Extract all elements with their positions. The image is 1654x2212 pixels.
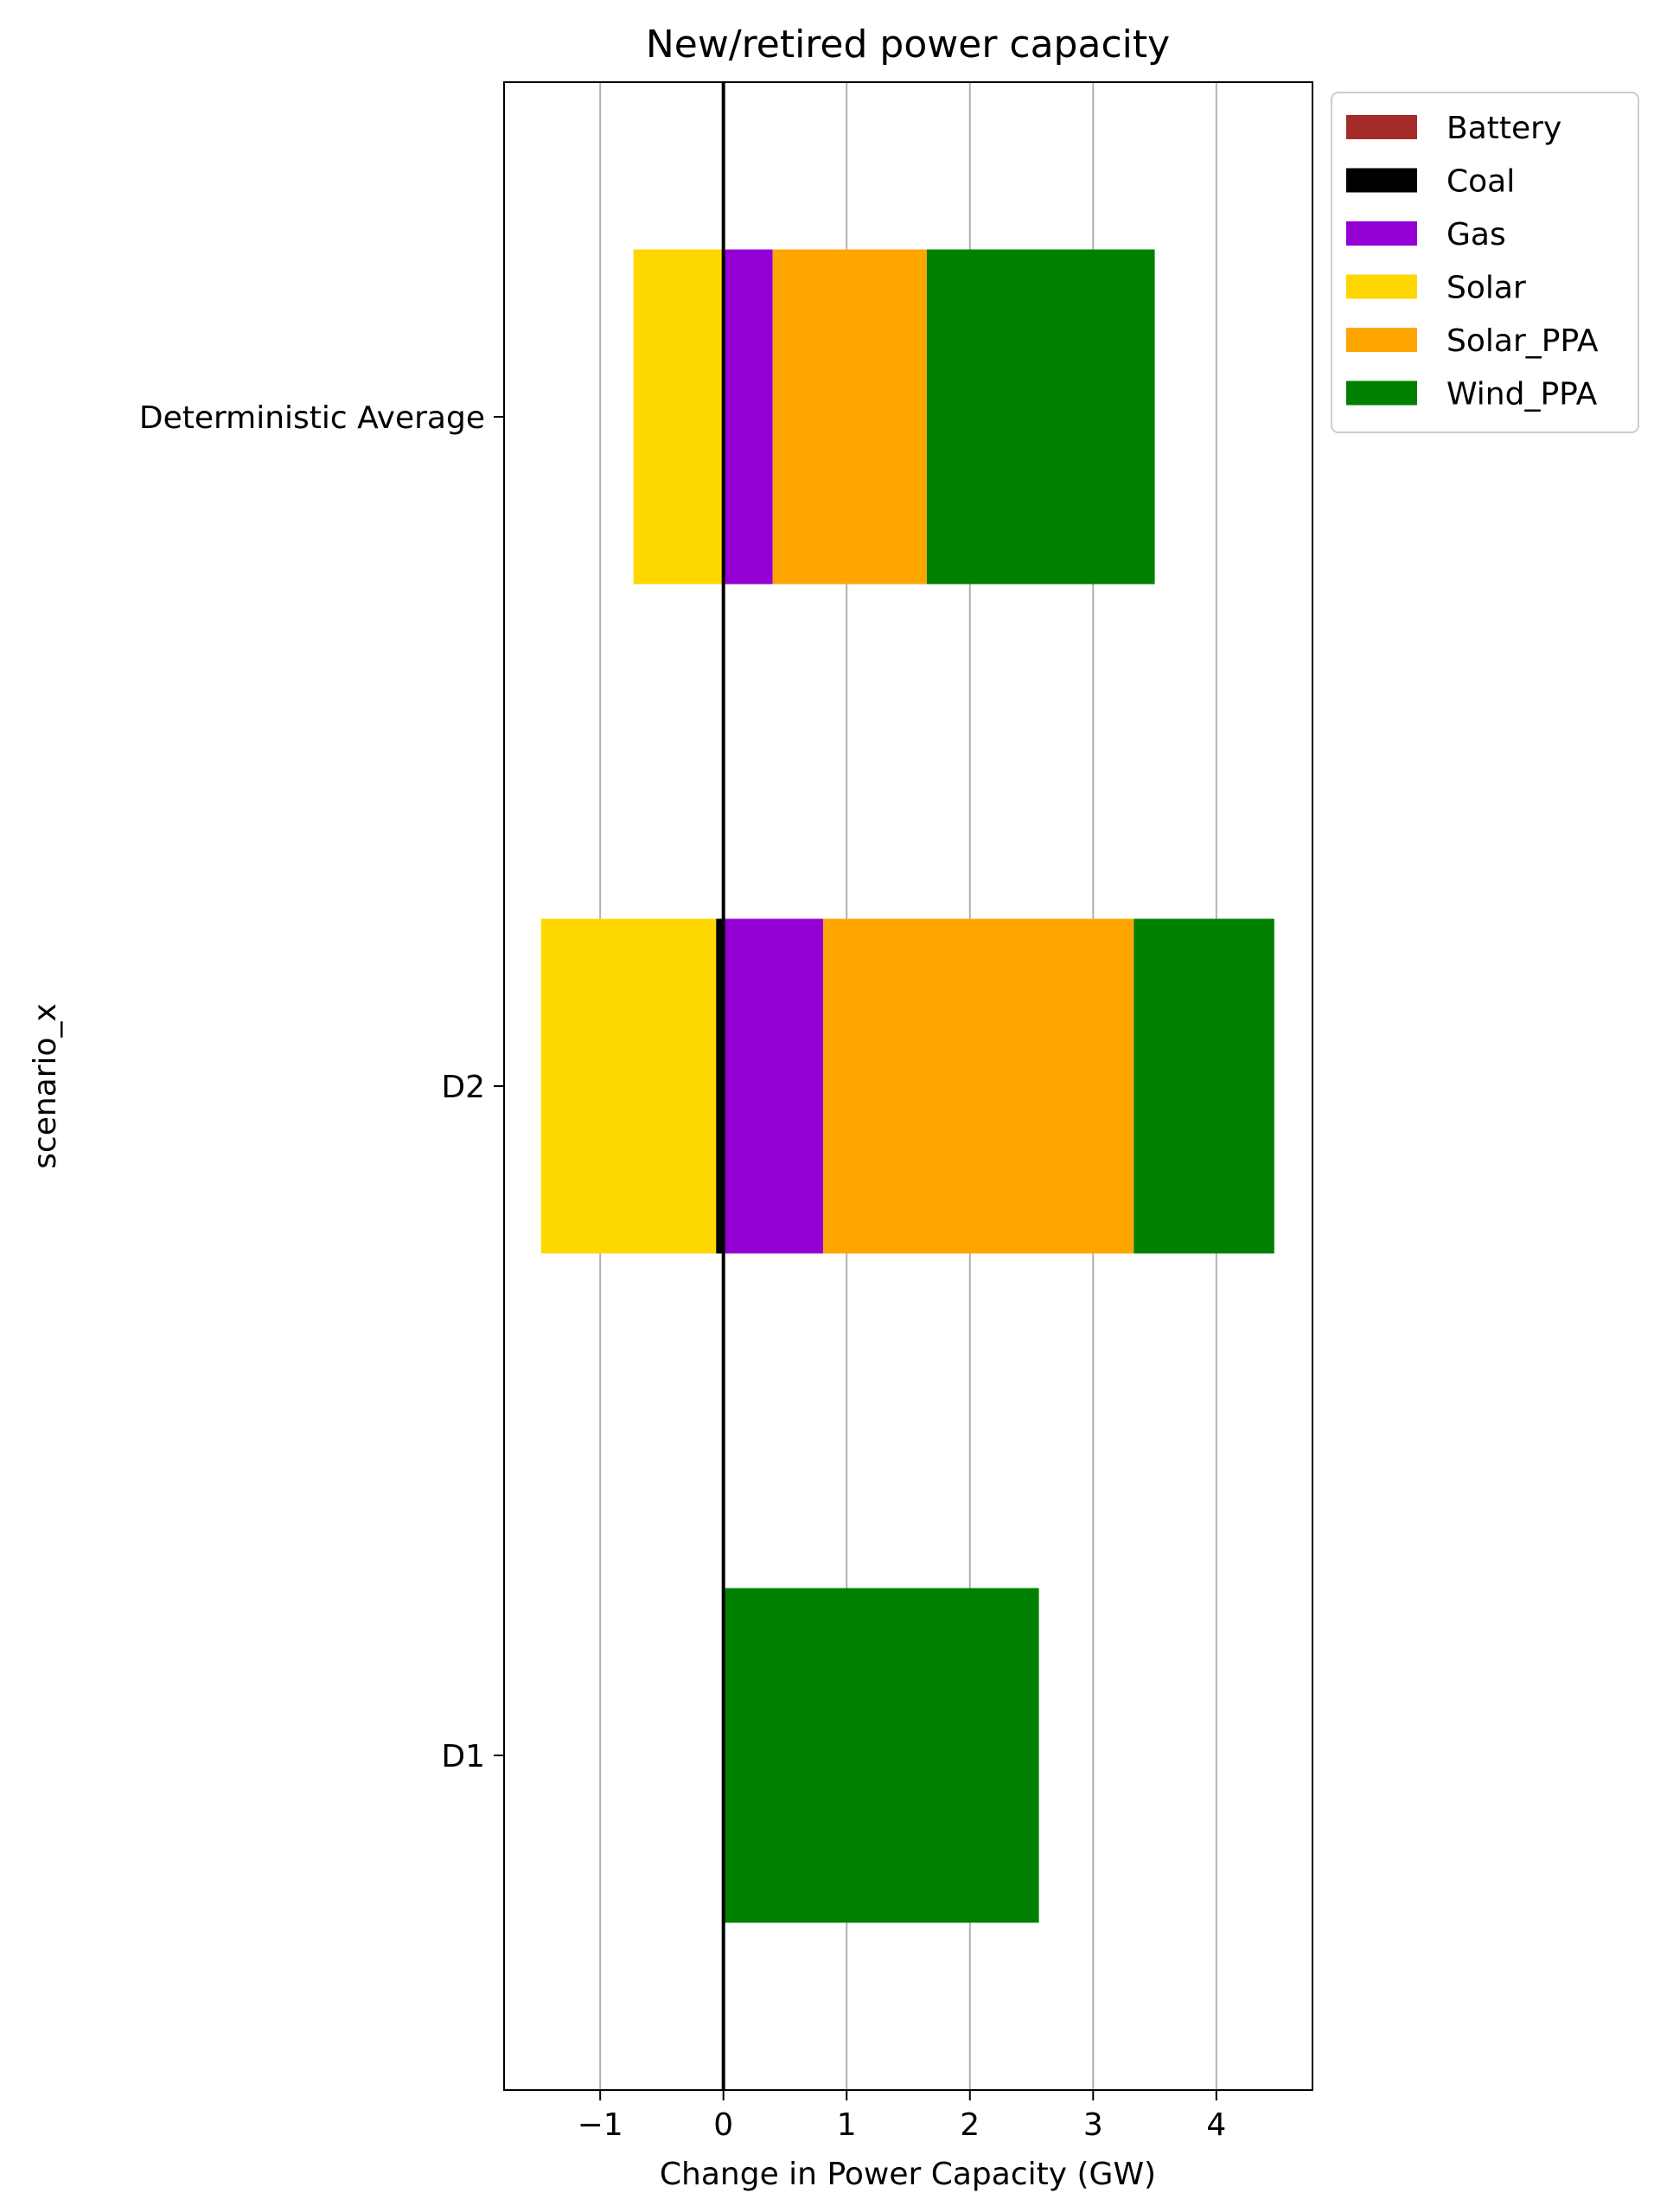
bar-wind-ppa-deterministic-average <box>926 249 1155 585</box>
bar-solar-deterministic-average <box>633 249 724 585</box>
x-tick-label: 0 <box>713 2107 733 2143</box>
x-tick-label: 2 <box>960 2107 980 2143</box>
x-tick-label: 3 <box>1083 2107 1103 2143</box>
legend-swatch-wind-ppa <box>1346 380 1417 406</box>
x-tick-label: −1 <box>578 2107 623 2143</box>
legend-label-solar-ppa: Solar_PPA <box>1446 323 1599 359</box>
x-axis-ticks: −1 0 1 2 3 4 <box>578 2090 1226 2143</box>
x-tick-label: 1 <box>837 2107 857 2143</box>
legend-swatch-coal <box>1346 168 1417 193</box>
bars <box>540 249 1274 1923</box>
chart-title: New/retired power capacity <box>646 22 1170 67</box>
x-axis-label: Change in Power Capacity (GW) <box>660 2157 1156 2192</box>
y-axis-ticks: D1 D2 Deterministic Average <box>139 400 504 1774</box>
legend-swatch-gas <box>1346 221 1417 246</box>
bar-solar-d2 <box>540 918 717 1254</box>
bar-solar-ppa-deterministic-average <box>772 249 927 585</box>
y-tick-label: D2 <box>441 1070 485 1105</box>
bar-wind-ppa-d1 <box>723 1588 1039 1923</box>
legend-swatch-solar-ppa <box>1346 328 1417 352</box>
legend-label-battery: Battery <box>1446 111 1561 146</box>
y-tick-label: Deterministic Average <box>139 400 485 436</box>
bar-wind-ppa-d2 <box>1134 918 1274 1254</box>
legend-swatch-solar <box>1346 274 1417 299</box>
bar-gas-deterministic-average <box>723 249 773 585</box>
legend: Battery Coal Gas Solar Solar_PPA Wind_PPA <box>1331 92 1639 433</box>
bar-gas-d2 <box>723 918 824 1254</box>
bar-solar-ppa-d2 <box>823 918 1134 1254</box>
x-tick-label: 4 <box>1206 2107 1226 2143</box>
legend-label-gas: Gas <box>1446 217 1506 253</box>
legend-label-wind-ppa: Wind_PPA <box>1446 377 1598 412</box>
legend-swatch-battery <box>1346 115 1417 139</box>
y-tick-label: D1 <box>441 1739 485 1774</box>
legend-label-coal: Coal <box>1446 164 1515 200</box>
legend-label-solar: Solar <box>1446 271 1526 306</box>
y-axis-label: scenario_x <box>28 1003 63 1169</box>
bar-coal-d2 <box>716 918 724 1254</box>
